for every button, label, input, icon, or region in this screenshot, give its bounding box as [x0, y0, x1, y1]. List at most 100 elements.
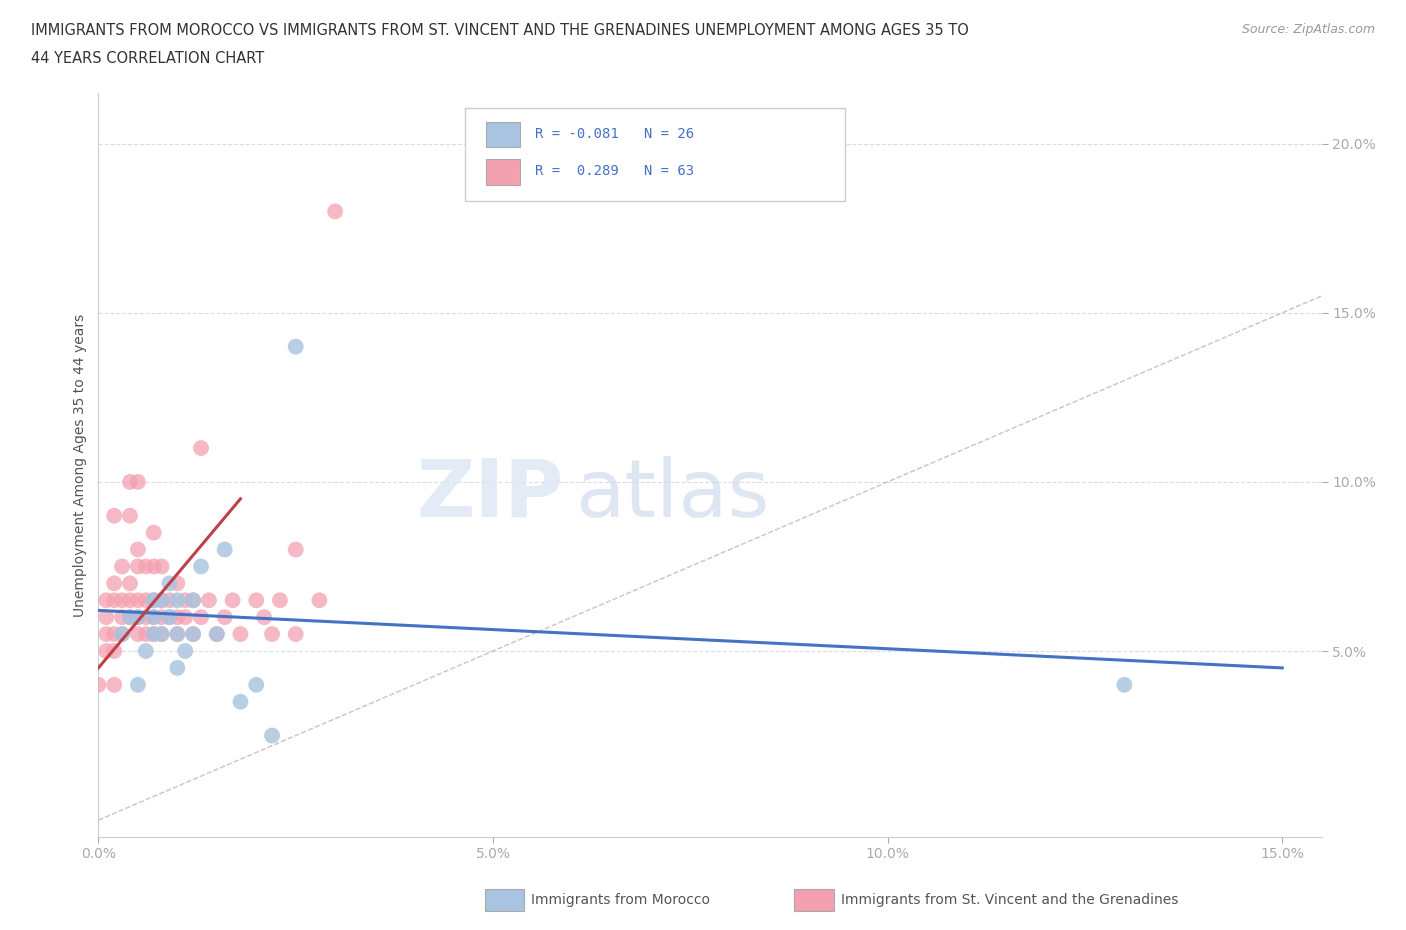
Point [87, 677, 110, 692]
Point [284, 542, 307, 557]
Text: ZIP: ZIP [416, 456, 564, 534]
Point [142, 627, 165, 642]
Point [127, 542, 149, 557]
Point [142, 610, 165, 625]
Point [159, 592, 181, 607]
Point [118, 474, 141, 489]
Point [166, 610, 188, 625]
Point [150, 627, 173, 642]
Point [103, 576, 125, 591]
Point [323, 204, 346, 219]
Point [103, 509, 125, 524]
Y-axis label: Unemployment Among Ages 35 to 44 years: Unemployment Among Ages 35 to 44 years [73, 313, 87, 617]
Point [96, 610, 118, 625]
Point [166, 627, 188, 642]
Point [111, 627, 134, 642]
Point [111, 610, 134, 625]
Point [135, 559, 157, 574]
Point [118, 509, 141, 524]
Point [150, 592, 173, 607]
Point [127, 474, 149, 489]
Point [181, 627, 204, 642]
Point [111, 627, 134, 642]
Point [118, 576, 141, 591]
Point [1114, 677, 1136, 692]
Point [142, 592, 165, 607]
Point [166, 576, 188, 591]
Point [205, 627, 228, 642]
Point [118, 610, 141, 625]
Point [174, 610, 197, 625]
Point [205, 627, 228, 642]
Point [159, 576, 181, 591]
FancyBboxPatch shape [465, 108, 845, 201]
Point [103, 644, 125, 658]
Point [229, 695, 252, 710]
Point [103, 592, 125, 607]
Point [245, 677, 267, 692]
Point [214, 610, 236, 625]
Point [142, 610, 165, 625]
Point [245, 592, 267, 607]
Point [198, 592, 221, 607]
Text: Immigrants from Morocco: Immigrants from Morocco [531, 893, 710, 908]
Point [142, 559, 165, 574]
Point [142, 525, 165, 540]
Point [103, 677, 125, 692]
Point [118, 610, 141, 625]
Point [181, 592, 204, 607]
Point [150, 592, 173, 607]
Point [142, 592, 165, 607]
Point [166, 592, 188, 607]
FancyBboxPatch shape [486, 122, 520, 147]
Point [96, 644, 118, 658]
Text: Immigrants from St. Vincent and the Grenadines: Immigrants from St. Vincent and the Gren… [841, 893, 1178, 908]
Point [269, 592, 291, 607]
Point [260, 728, 283, 743]
Text: R =  0.289   N = 63: R = 0.289 N = 63 [536, 164, 695, 179]
Point [190, 610, 212, 625]
Text: IMMIGRANTS FROM MOROCCO VS IMMIGRANTS FROM ST. VINCENT AND THE GRENADINES UNEMPL: IMMIGRANTS FROM MOROCCO VS IMMIGRANTS FR… [31, 23, 969, 38]
Point [135, 644, 157, 658]
Point [135, 610, 157, 625]
Point [190, 441, 212, 456]
Point [127, 610, 149, 625]
Text: R = -0.081   N = 26: R = -0.081 N = 26 [536, 126, 695, 141]
Point [174, 644, 197, 658]
Point [127, 559, 149, 574]
Point [103, 627, 125, 642]
Point [229, 627, 252, 642]
Point [150, 559, 173, 574]
Point [159, 610, 181, 625]
Point [111, 559, 134, 574]
Point [214, 542, 236, 557]
Point [166, 627, 188, 642]
Point [127, 592, 149, 607]
Point [190, 559, 212, 574]
FancyBboxPatch shape [486, 159, 520, 184]
Point [111, 592, 134, 607]
Point [96, 627, 118, 642]
Text: 44 YEARS CORRELATION CHART: 44 YEARS CORRELATION CHART [31, 51, 264, 66]
Point [284, 339, 307, 354]
Point [127, 677, 149, 692]
Point [135, 627, 157, 642]
Point [174, 592, 197, 607]
Text: atlas: atlas [575, 456, 770, 534]
Point [118, 592, 141, 607]
Point [221, 592, 243, 607]
Point [127, 627, 149, 642]
Point [253, 610, 276, 625]
Point [166, 660, 188, 675]
Text: Source: ZipAtlas.com: Source: ZipAtlas.com [1241, 23, 1375, 36]
Point [284, 627, 307, 642]
Point [142, 627, 165, 642]
Point [260, 627, 283, 642]
Point [308, 592, 330, 607]
Point [150, 627, 173, 642]
Point [150, 610, 173, 625]
Point [127, 610, 149, 625]
Point [135, 592, 157, 607]
Point [181, 627, 204, 642]
Point [159, 610, 181, 625]
